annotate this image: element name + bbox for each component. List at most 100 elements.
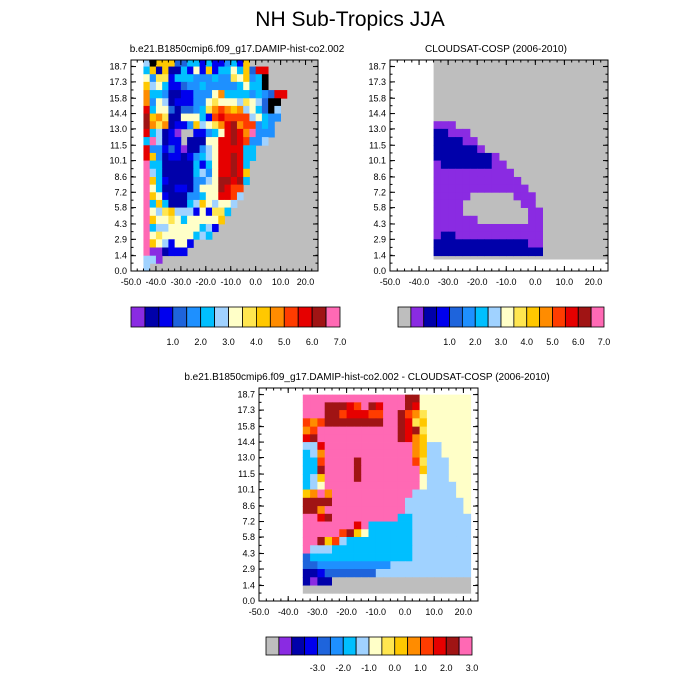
heatmap-cell bbox=[180, 90, 188, 99]
heatmap-cell bbox=[419, 394, 428, 403]
heatmap-cell bbox=[224, 81, 232, 91]
heatmap-cell bbox=[346, 434, 355, 443]
heatmap-cell bbox=[535, 231, 543, 240]
heatmap-cell bbox=[155, 66, 163, 75]
heatmap-cell bbox=[324, 410, 333, 419]
heatmap-cell bbox=[419, 426, 428, 435]
heatmap-cell bbox=[218, 66, 225, 75]
heatmap-cell bbox=[426, 474, 435, 483]
x-tick-label: -20.0 bbox=[196, 277, 217, 287]
heatmap-cell bbox=[448, 465, 457, 475]
colorbar-box bbox=[317, 636, 331, 656]
colorbar-label: 4.0 bbox=[520, 337, 533, 347]
heatmap-cell bbox=[484, 176, 493, 186]
heatmap-cell bbox=[361, 442, 369, 451]
heatmap-cell bbox=[419, 497, 428, 507]
heatmap-cell bbox=[520, 199, 529, 208]
heatmap-cell bbox=[199, 160, 207, 170]
heatmap-cell bbox=[448, 418, 457, 428]
heatmap-cell bbox=[149, 192, 157, 201]
heatmap-cell bbox=[383, 394, 391, 403]
heatmap-cell bbox=[193, 160, 200, 170]
heatmap-cell bbox=[218, 184, 225, 193]
heatmap-cell bbox=[397, 553, 406, 562]
heatmap-cell bbox=[456, 402, 464, 411]
heatmap-cell bbox=[390, 506, 399, 515]
heatmap-cell bbox=[368, 568, 377, 578]
heatmap-cell bbox=[205, 121, 213, 130]
heatmap-cell bbox=[143, 137, 151, 146]
heatmap-cell bbox=[280, 90, 288, 99]
heatmap-cell bbox=[426, 536, 435, 546]
heatmap-cell bbox=[168, 168, 176, 178]
heatmap-cell bbox=[405, 521, 413, 530]
heatmap-cell bbox=[168, 176, 176, 186]
heatmap-cell bbox=[361, 577, 369, 586]
heatmap-cell bbox=[339, 410, 347, 419]
heatmap-cell bbox=[193, 199, 200, 208]
heatmap-cell bbox=[243, 152, 250, 161]
heatmap-cell bbox=[302, 577, 311, 586]
heatmap-cell bbox=[212, 184, 219, 193]
colorbar-label: 5.0 bbox=[546, 337, 559, 347]
heatmap-cell bbox=[426, 561, 435, 570]
heatmap-cell bbox=[199, 192, 207, 201]
heatmap-cell bbox=[162, 66, 169, 75]
heatmap-cell bbox=[212, 145, 219, 154]
heatmap-cell bbox=[317, 418, 326, 428]
heatmap-cell bbox=[383, 434, 391, 443]
heatmap-cell bbox=[187, 176, 194, 186]
y-tick-label: 4.3 bbox=[114, 219, 127, 229]
heatmap-cell bbox=[155, 81, 163, 91]
x-tick-label: -40.0 bbox=[409, 277, 430, 287]
heatmap-cell bbox=[412, 465, 420, 475]
heatmap-cell bbox=[361, 410, 369, 419]
x-tick-label: -30.0 bbox=[171, 277, 192, 287]
heatmap-cell bbox=[390, 410, 399, 419]
colorbar-label: -2.0 bbox=[335, 663, 351, 673]
heatmap-cell bbox=[149, 60, 157, 67]
heatmap-cell bbox=[310, 577, 318, 586]
heatmap-cell bbox=[193, 176, 200, 186]
heatmap-cell bbox=[302, 521, 311, 530]
heatmap-cell bbox=[405, 394, 413, 403]
heatmap-cell bbox=[506, 239, 514, 248]
heatmap-cell bbox=[499, 247, 507, 257]
heatmap-cell bbox=[419, 553, 428, 562]
heatmap-cell bbox=[469, 223, 478, 233]
heatmap-cell bbox=[236, 60, 244, 67]
heatmap-cell bbox=[513, 192, 522, 201]
heatmap-cell bbox=[448, 207, 456, 217]
heatmap-cell bbox=[346, 489, 355, 499]
heatmap-cell bbox=[434, 449, 442, 458]
heatmap-cell bbox=[361, 449, 369, 458]
heatmap-cell bbox=[205, 152, 213, 161]
heatmap-cell bbox=[440, 121, 449, 130]
heatmap-cell bbox=[375, 449, 384, 458]
heatmap-cell bbox=[143, 60, 151, 67]
heatmap-cell bbox=[193, 223, 200, 233]
heatmap-cell bbox=[368, 561, 377, 570]
heatmap-cell bbox=[448, 568, 457, 578]
heatmap-cell bbox=[390, 545, 399, 554]
x-tick-label: -20.0 bbox=[467, 277, 488, 287]
heatmap-cell bbox=[199, 128, 207, 138]
heatmap-cell bbox=[528, 247, 536, 257]
heatmap-cell bbox=[433, 231, 442, 240]
heatmap-cell bbox=[162, 113, 169, 122]
heatmap-cell bbox=[463, 545, 472, 554]
heatmap-cell bbox=[456, 434, 464, 443]
heatmap-cell bbox=[353, 457, 362, 467]
heatmap-cell bbox=[353, 568, 362, 578]
heatmap-cell bbox=[426, 568, 435, 578]
heatmap-cell bbox=[353, 394, 362, 403]
colorbar-label: 1.0 bbox=[414, 663, 427, 673]
heatmap-cell bbox=[236, 66, 244, 75]
heatmap-cell bbox=[456, 568, 464, 578]
heatmap-cell bbox=[346, 457, 355, 467]
heatmap-cell bbox=[477, 231, 485, 240]
heatmap-cell bbox=[224, 199, 232, 208]
heatmap-cell bbox=[535, 239, 543, 248]
heatmap-cell bbox=[463, 442, 472, 451]
heatmap-cell bbox=[205, 215, 213, 225]
